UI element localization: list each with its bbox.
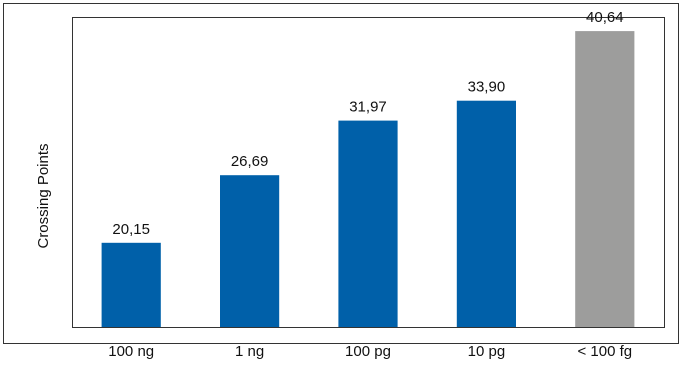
x-axis-tick-labels: 100 ng 1 ng 100 pg 10 pg < 100 fg — [108, 343, 632, 360]
x-tick-label-0: 100 ng — [108, 343, 154, 360]
x-tick-label-4: < 100 fg — [577, 343, 632, 360]
bar-value-label-2: 31,97 — [349, 99, 387, 116]
plot-area-frame — [72, 17, 665, 328]
bar-4 — [575, 31, 635, 327]
x-tick-label-1: 1 ng — [235, 343, 264, 360]
bar-value-label-4: 40,64 — [586, 9, 624, 26]
bar-value-label-0: 20,15 — [112, 221, 150, 238]
bar-2 — [338, 120, 398, 327]
outer-frame — [3, 3, 679, 344]
bar-value-label-1: 26,69 — [231, 153, 269, 170]
bar-1 — [220, 175, 280, 327]
y-axis-label: Crossing Points — [35, 143, 52, 248]
bar-series — [101, 31, 635, 327]
bar-value-label-3: 33,90 — [468, 79, 506, 96]
x-tick-label-2: 100 pg — [345, 343, 391, 360]
bar-0 — [101, 242, 161, 327]
x-tick-label-3: 10 pg — [468, 343, 506, 360]
bar-3 — [456, 100, 516, 327]
data-labels: 20,15 26,69 31,97 33,90 40,64 — [112, 9, 623, 238]
